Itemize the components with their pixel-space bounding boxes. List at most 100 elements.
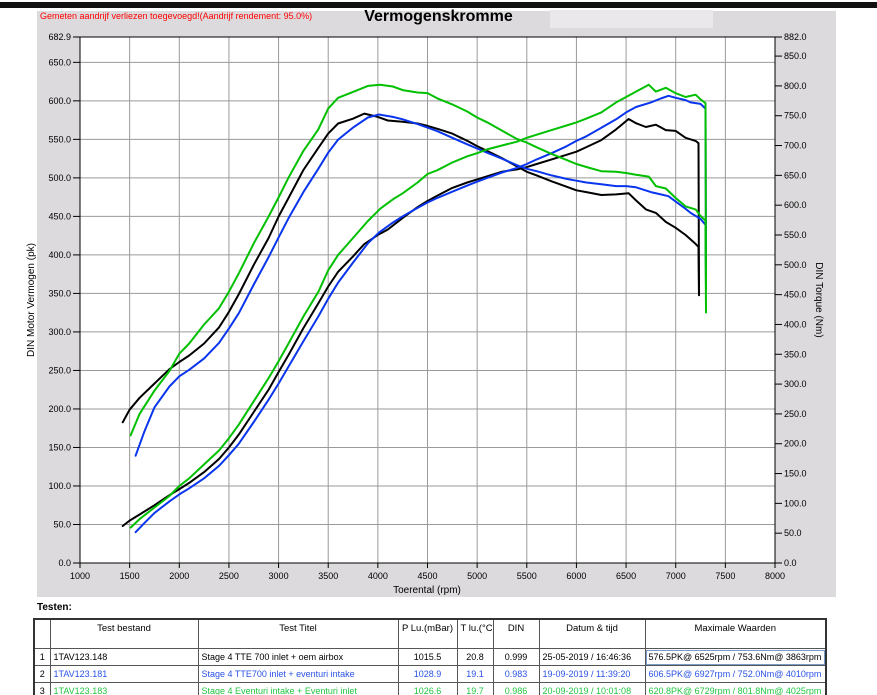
cell-datum: 20-09-2019 / 10:01:08 (538, 682, 646, 695)
top-black-bar (0, 2, 877, 8)
right-axis-title: DIN Torque (Nm) (813, 262, 824, 337)
cell-datum: 25-05-2019 / 16:46:36 (538, 648, 646, 666)
x-tick-label: 4500 (417, 571, 437, 581)
torque-test2-curve (134, 113, 707, 457)
right-tick-label: 650.0 (784, 170, 807, 180)
x-tick-label: 7500 (715, 571, 735, 581)
left-tick-label: 650.0 (48, 57, 71, 67)
x-tick-label: 5000 (467, 571, 487, 581)
x-tick-label: 4000 (368, 571, 388, 581)
x-tick-label: 6000 (566, 571, 586, 581)
cell-max: 620.8PK@ 6729rpm / 801.8Nm@ 4025rpm (644, 682, 827, 695)
cell-p_lu: 1026.6 (397, 682, 458, 695)
power-test2-curve (134, 94, 707, 534)
right-tick-label: 0.0 (784, 558, 797, 568)
x-axis-title: Toerental (rpm) (393, 585, 461, 596)
right-tick-label: 450.0 (784, 290, 807, 300)
column-header-Test Titel: Test Titel (197, 618, 399, 649)
left-tick-label: 350.0 (48, 288, 71, 298)
drivetrain-loss-annotation: Gemeten aandrijf verliezen toegevoegd!(A… (40, 11, 313, 21)
left-tick-label: 100.0 (48, 481, 71, 491)
left-tick-label: 300.0 (48, 327, 71, 337)
x-tick-label: 2000 (169, 571, 189, 581)
x-tick-label: 3000 (269, 571, 289, 581)
left-tick-label: 200.0 (48, 404, 71, 414)
right-tick-label: 300.0 (784, 379, 807, 389)
torque-test3-curve (129, 83, 707, 437)
cell-titel: Stage 4 TTE 700 inlet + oem airbox (197, 648, 399, 666)
left-tick-label: 600.0 (48, 96, 71, 106)
left-tick-label: 450.0 (48, 211, 71, 221)
right-tick-label: 750.0 (784, 111, 807, 121)
left-tick-label: 150.0 (48, 442, 71, 452)
left-tick-label: 50.0 (53, 519, 71, 529)
torque-test1-curve (121, 112, 700, 424)
cell-bestand: 1TAV123.183 (49, 682, 199, 695)
cell-bestand: 1TAV123.181 (49, 665, 199, 683)
left-axis-title: DIN Motor Vermogen (pk) (26, 243, 37, 357)
cell-num: 2 (33, 665, 51, 683)
left-tick-label: 250.0 (48, 365, 71, 375)
testen-label: Testen: (37, 602, 72, 613)
cell-t_lu: 19.7 (456, 682, 494, 695)
left-tick-label: 682.9 (48, 32, 71, 42)
column-header-P Lu.(mBar): P Lu.(mBar) (397, 618, 458, 649)
faded-box (550, 10, 713, 28)
column-header-Maximale Waarden: Maximale Waarden (644, 618, 827, 649)
column-header-Test bestand: Test bestand (49, 618, 199, 649)
right-tick-label: 50.0 (784, 528, 802, 538)
x-tick-label: 1000 (70, 571, 90, 581)
cell-t_lu: 20.8 (456, 648, 494, 666)
left-tick-label: 400.0 (48, 250, 71, 260)
left-tick-label: 550.0 (48, 134, 71, 144)
right-tick-label: 400.0 (784, 319, 807, 329)
cell-max: 606.5PK@ 6927rpm / 752.0Nm@ 4010rpm (644, 665, 827, 683)
cell-p_lu: 1028.9 (397, 665, 458, 683)
cell-din: 0.986 (492, 682, 540, 695)
right-tick-label: 850.0 (784, 51, 807, 61)
tests-table-header: Test bestand Test Titel P Lu.(mBar) T lu.(°… (33, 618, 827, 649)
cell-t_lu: 19.1 (456, 665, 494, 683)
cell-din: 0.999 (492, 648, 540, 666)
table-row[interactable]: 3 1TAV123.183 Stage 4 Eventuri intake + Ev… (33, 682, 827, 695)
right-tick-label: 350.0 (784, 349, 807, 359)
x-tick-label: 3500 (318, 571, 338, 581)
cell-p_lu: 1015.5 (397, 648, 458, 666)
chart-title: Vermogenskromme (364, 8, 513, 25)
x-tick-label: 7000 (666, 571, 686, 581)
left-tick-label: 500.0 (48, 173, 71, 183)
column-header-DIN: DIN (492, 618, 540, 649)
right-tick-label: 700.0 (784, 141, 807, 151)
x-tick-label: 2500 (219, 571, 239, 581)
right-tick-label: 600.0 (784, 200, 807, 210)
table-row[interactable]: 2 1TAV123.181 Stage 4 TTE700 inlet + event… (33, 665, 827, 683)
cell-num: 1 (33, 648, 51, 666)
cell-titel: Stage 4 Eventuri intake + Eventuri inlet (197, 682, 399, 695)
right-tick-label: 800.0 (784, 81, 807, 91)
column-header-Datum & tijd: Datum & tijd (538, 618, 646, 649)
column-header-T lu.(°C): T lu.(°C) (456, 618, 494, 649)
power-test3-curve (129, 83, 707, 529)
right-tick-label: 100.0 (784, 498, 807, 508)
x-tick-label: 6500 (616, 571, 636, 581)
cell-bestand: 1TAV123.148 (49, 648, 199, 666)
right-tick-label: 150.0 (784, 469, 807, 479)
cell-max: 576.5PK@ 6525rpm / 753.6Nm@ 3863rpm (644, 648, 827, 666)
cell-datum: 19-09-2019 / 11:39:20 (538, 665, 646, 683)
right-tick-label: 250.0 (784, 409, 807, 419)
right-tick-label: 550.0 (784, 230, 807, 240)
tests-table: Test bestand Test Titel P Lu.(mBar) T lu.(°… (33, 618, 827, 695)
cell-titel: Stage 4 TTE700 inlet + eventuri intake (197, 665, 399, 683)
table-row[interactable]: 1 1TAV123.148 Stage 4 TTE 700 inlet + oem … (33, 648, 827, 666)
right-tick-label: 500.0 (784, 260, 807, 270)
left-tick-label: 0.0 (58, 558, 71, 568)
column-header-row-number (33, 618, 51, 649)
power-test1-curve (121, 118, 700, 527)
x-tick-label: 5500 (517, 571, 537, 581)
x-tick-label: 1500 (120, 571, 140, 581)
power-curve-chart: 682.9 650.0 600.0 550.0 500.0 450.0 400.0 350.0… (26, 32, 824, 596)
cell-din: 0.983 (492, 665, 540, 683)
right-tick-label: 200.0 (784, 439, 807, 449)
x-tick-label: 8000 (765, 571, 785, 581)
